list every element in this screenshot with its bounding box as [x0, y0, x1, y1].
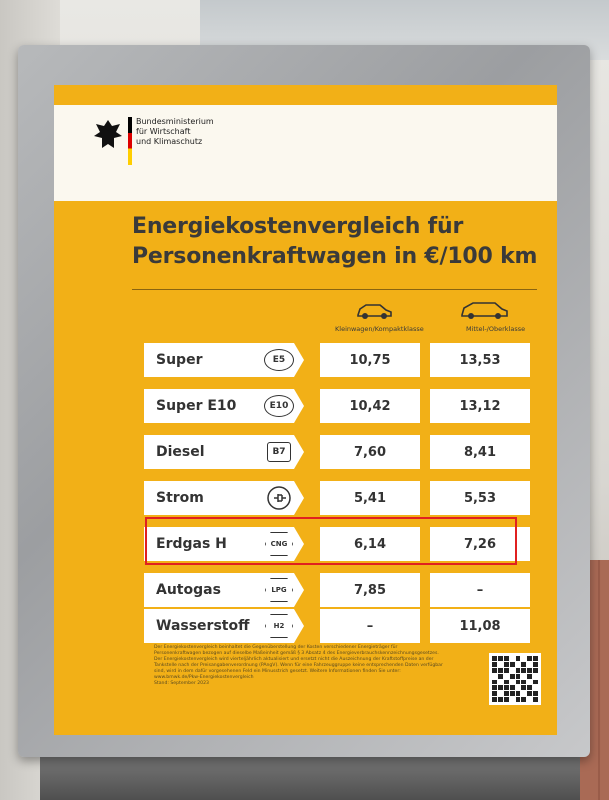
- ministry-name: Bundesministerium für Wirtschaft und Kli…: [136, 117, 214, 147]
- plug-icon: [264, 486, 294, 510]
- fuel-name: Strom: [156, 490, 204, 506]
- icon-text: CNG: [270, 540, 288, 548]
- small-car-icon: [357, 304, 392, 319]
- cost-mid-car: 13,53: [430, 343, 530, 377]
- cost-mid-car: 7,26: [430, 527, 530, 561]
- icon-border: H2: [265, 614, 293, 638]
- large-car-icon: [461, 302, 508, 319]
- e10-label-icon: E10: [264, 394, 294, 418]
- german-flag-bar: [128, 117, 132, 165]
- poster-title: Energiekostenvergleich für Personenkraft…: [132, 212, 537, 272]
- cng-label-icon: CNG: [264, 532, 294, 556]
- column-header-small-cars: Kleinwagen/Kompaktklasse: [335, 325, 424, 333]
- fuel-name: Erdgas H: [156, 536, 227, 552]
- table-row: Autogas LPG 7,85 –: [144, 573, 544, 607]
- cost-mid-car: 8,41: [430, 435, 530, 469]
- icon-border: B7: [267, 442, 291, 462]
- icon-text: B7: [272, 447, 286, 457]
- cost-small-car: 10,75: [320, 343, 420, 377]
- cost-mid-car: –: [430, 573, 530, 607]
- ministry-line: für Wirtschaft: [136, 127, 191, 136]
- ministry-line: Bundesministerium: [136, 117, 214, 126]
- fuel-name: Wasserstoff: [156, 618, 250, 634]
- highlight-box: [145, 517, 517, 565]
- fuel-name: Super: [156, 352, 203, 368]
- table-row: Super E10 E10 10,42 13,12: [144, 389, 544, 423]
- qr-code[interactable]: [489, 653, 541, 705]
- poster: Bundesministerium für Wirtschaft und Kli…: [54, 85, 557, 735]
- column-header-mid-cars: Mittel-/Oberklasse: [466, 325, 526, 333]
- cost-mid-car: 5,53: [430, 481, 530, 515]
- footnote-date: Stand: September 2023: [154, 681, 209, 686]
- table-row: Erdgas H CNG 6,14 7,26: [144, 527, 544, 561]
- icon-border: E5: [264, 349, 294, 371]
- plug-icon-graphic: [267, 486, 291, 510]
- icon-border: CNG: [265, 532, 293, 556]
- cost-mid-car: 11,08: [430, 609, 530, 643]
- cost-small-car: –: [320, 609, 420, 643]
- title-divider: [132, 289, 537, 290]
- ministry-header: Bundesministerium für Wirtschaft und Kli…: [54, 105, 557, 201]
- lpg-label-icon: LPG: [264, 578, 294, 602]
- h2-label-icon: H2: [264, 614, 294, 638]
- fuel-cell: [144, 435, 304, 469]
- table-row: Strom 5,41 5,53: [144, 481, 544, 515]
- fuel-name: Super E10: [156, 398, 237, 414]
- cost-small-car: 7,85: [320, 573, 420, 607]
- footnote-text: Der Energiekostenvergleich beinhaltet di…: [154, 645, 443, 680]
- fuel-name: Autogas: [156, 582, 221, 598]
- icon-text: E10: [269, 401, 289, 411]
- cost-small-car: 7,60: [320, 435, 420, 469]
- table-row: Super E5 10,75 13,53: [144, 343, 544, 377]
- fuel-name: Diesel: [156, 444, 205, 460]
- cost-small-car: 5,41: [320, 481, 420, 515]
- b7-label-icon: B7: [264, 440, 294, 464]
- table-row: Wasserstoff H2 – 11,08: [144, 609, 544, 643]
- icon-border: E10: [264, 395, 294, 417]
- table-row: Diesel B7 7,60 8,41: [144, 435, 544, 469]
- cost-small-car: 6,14: [320, 527, 420, 561]
- cost-small-car: 10,42: [320, 389, 420, 423]
- icon-text: E5: [272, 355, 286, 365]
- icon-text: H2: [273, 622, 285, 630]
- icon-border: LPG: [265, 578, 293, 602]
- title-line-1: Energiekostenvergleich für: [132, 214, 464, 239]
- footnote: Der Energiekostenvergleich beinhaltet di…: [154, 645, 444, 687]
- icon-text: LPG: [271, 586, 287, 594]
- federal-eagle-icon: [94, 120, 122, 148]
- cost-mid-car: 13,12: [430, 389, 530, 423]
- title-line-2: Personenkraftwagen in €/100 km: [132, 244, 538, 269]
- e5-label-icon: E5: [264, 348, 294, 372]
- ministry-line: und Klimaschutz: [136, 137, 203, 146]
